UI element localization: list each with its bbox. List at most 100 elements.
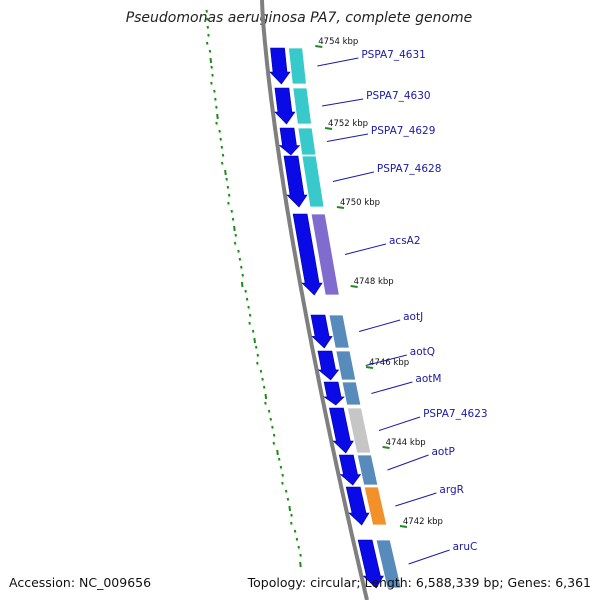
feature-track: [288, 47, 402, 589]
kbp-tick: [365, 366, 374, 369]
cds-arrow[interactable]: [323, 381, 345, 406]
gene-label[interactable]: PSPA7_4630: [366, 90, 431, 102]
cds-arrow[interactable]: [269, 47, 291, 85]
cds-arrow[interactable]: [345, 486, 370, 526]
gc-content-dash: [213, 89, 216, 93]
gene-feature-bar[interactable]: [346, 407, 372, 454]
gene-label[interactable]: acsA2: [389, 235, 421, 247]
gene-label[interactable]: aruC: [453, 541, 478, 553]
gc-content-dash: [299, 553, 302, 557]
gc-content-dash: [209, 57, 213, 64]
cds-arrow[interactable]: [317, 350, 340, 381]
gc-content-dash: [233, 241, 237, 245]
gene-label[interactable]: PSPA7_4629: [371, 125, 436, 137]
gene-feature-bar[interactable]: [341, 381, 362, 406]
gc-content-dash: [238, 257, 242, 261]
genome-summary-text: Topology: circular; Length: 6,588,339 bp…: [247, 575, 591, 590]
kbp-label: 4744 kbp: [386, 438, 426, 448]
gc-content-dash: [227, 193, 231, 197]
gene-feature-bar[interactable]: [301, 155, 325, 208]
gene-feature-bar[interactable]: [375, 539, 402, 589]
gc-content-track: [205, 9, 302, 568]
gc-content-dash: [254, 345, 258, 349]
gc-content-dash: [245, 297, 249, 301]
gc-content-dash: [210, 81, 213, 85]
gc-content-dash: [218, 129, 221, 133]
gene-label-leader: [371, 381, 413, 394]
gene-feature-bar[interactable]: [363, 486, 388, 526]
gc-content-dash: [264, 393, 268, 400]
cds-arrow[interactable]: [274, 87, 296, 125]
gene-label[interactable]: aotP: [432, 446, 455, 458]
gc-content-dash: [272, 433, 276, 437]
gc-content-dash: [272, 441, 276, 445]
gc-content-dash: [271, 425, 274, 429]
gene-label[interactable]: aotM: [415, 373, 441, 385]
kbp-tick: [399, 525, 408, 528]
gc-content-dash: [259, 369, 263, 373]
gc-content-dash: [281, 481, 284, 485]
cds-arrow[interactable]: [278, 127, 301, 156]
gene-label[interactable]: argR: [439, 484, 464, 496]
kbp-tick: [350, 285, 358, 288]
gene-feature-bar[interactable]: [328, 314, 350, 349]
gene-label-track: PSPA7_4631 PSPA7_4630 PSPA7_4629 PSPA7_4628…: [317, 49, 488, 565]
cds-arrow[interactable]: [338, 454, 362, 486]
gene-label-leader: [317, 57, 359, 67]
gene-label-leader: [344, 243, 387, 255]
gc-content-dash: [251, 329, 255, 333]
cds-arrow[interactable]: [292, 213, 323, 296]
gene-feature-bar[interactable]: [297, 127, 317, 156]
gc-content-dash: [262, 385, 266, 389]
gc-content-dash: [219, 137, 223, 141]
gc-content-dash: [293, 529, 297, 533]
gc-content-dash: [267, 409, 271, 413]
gc-content-dash: [211, 73, 214, 77]
kbp-label: 4754 kbp: [318, 37, 358, 47]
gc-content-dash: [279, 465, 283, 469]
cds-arrow[interactable]: [310, 314, 333, 349]
gc-content-dash: [214, 97, 217, 101]
gc-content-dash: [248, 313, 252, 317]
map-title: Pseudomonas aeruginosa PA7, complete gen…: [126, 10, 473, 26]
gc-content-dash: [208, 49, 212, 53]
gc-content-dash: [295, 537, 299, 541]
gc-content-dash: [248, 321, 251, 325]
gc-content-dash: [277, 457, 281, 461]
gene-label[interactable]: PSPA7_4623: [423, 408, 488, 420]
gc-content-dash: [231, 217, 235, 221]
gc-content-dash: [247, 305, 250, 309]
gc-content-dash: [264, 401, 267, 405]
gc-content-dash: [269, 417, 273, 421]
kbp-label: 4746 kbp: [369, 358, 409, 368]
gc-content-dash: [284, 489, 288, 493]
gc-content-dash: [205, 17, 209, 21]
gc-content-dash: [234, 233, 238, 237]
cds-arrow[interactable]: [357, 539, 384, 589]
gene-feature-bar[interactable]: [292, 87, 312, 125]
gene-label[interactable]: aotJ: [403, 311, 423, 323]
gc-content-dash: [233, 225, 236, 232]
gene-label-leader: [326, 133, 369, 142]
gc-content-dash: [240, 265, 243, 269]
cds-arrow[interactable]: [329, 407, 354, 454]
gc-content-dash: [240, 281, 244, 288]
gc-content-dash: [290, 513, 293, 517]
accession-text: Accession: NC_009656: [9, 575, 151, 590]
cds-arrow[interactable]: [283, 155, 308, 208]
gene-label-leader: [387, 454, 429, 471]
gene-label[interactable]: PSPA7_4628: [377, 163, 442, 175]
gene-label-leader: [378, 416, 421, 431]
gene-label[interactable]: aotQ: [410, 346, 435, 358]
gene-feature-bar[interactable]: [310, 213, 340, 296]
gene-feature-bar[interactable]: [335, 350, 357, 381]
cds-track: [269, 47, 384, 589]
gc-content-dash: [206, 25, 210, 29]
gc-content-dash: [224, 169, 227, 176]
gene-label[interactable]: PSPA7_4631: [361, 49, 426, 61]
gc-content-dash: [288, 505, 292, 512]
gene-feature-bar[interactable]: [288, 47, 307, 85]
gene-feature-bar[interactable]: [356, 454, 379, 486]
gene-label-leader: [395, 492, 437, 507]
gc-content-dash: [281, 473, 284, 477]
